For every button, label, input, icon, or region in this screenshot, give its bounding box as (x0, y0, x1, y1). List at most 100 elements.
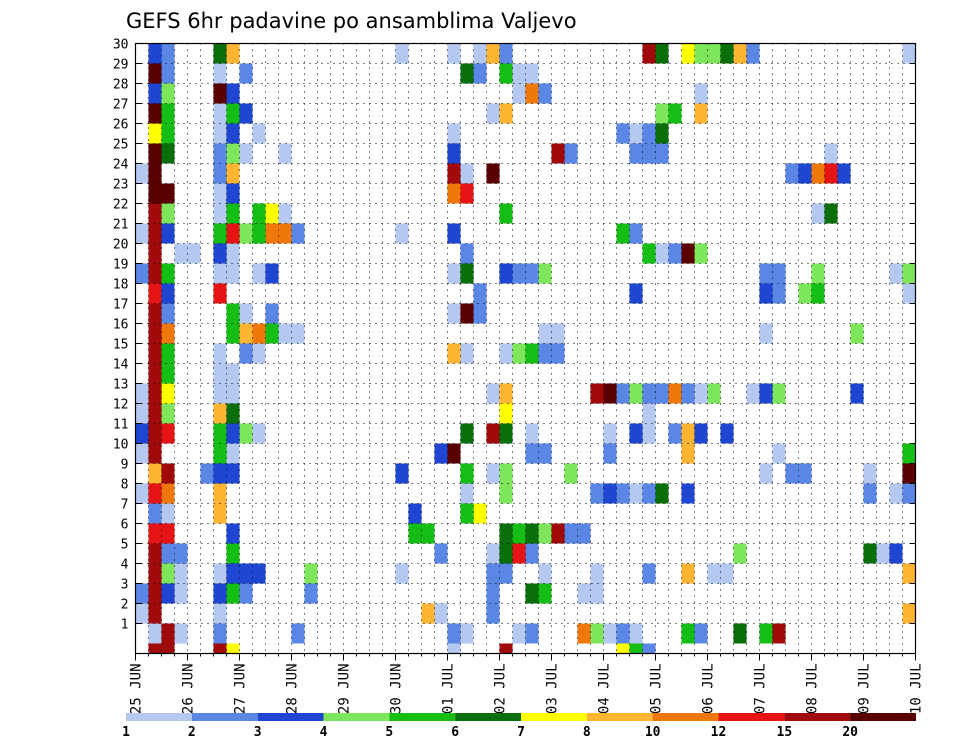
precip-cell (213, 343, 227, 364)
precip-cell (278, 323, 292, 344)
precip-cell (564, 143, 578, 164)
precip-cell (278, 223, 292, 244)
precip-cell (408, 523, 422, 544)
precip-cell (291, 223, 305, 244)
precip-cell (629, 643, 643, 654)
precip-cell (161, 503, 175, 524)
y-tick-label: 16 (113, 318, 129, 333)
precip-cell (486, 103, 500, 124)
precip-cell (226, 243, 240, 264)
precip-cell (499, 483, 513, 504)
x-tick-label: 03 JUL (545, 664, 561, 715)
precip-cell (226, 183, 240, 204)
precip-cell (655, 383, 669, 404)
precip-cell (226, 443, 240, 464)
precip-cell (135, 383, 149, 404)
precip-cell (239, 303, 253, 324)
precip-cell (733, 43, 747, 64)
colorbar-label: 3 (254, 725, 262, 740)
precip-cell (525, 583, 539, 604)
precip-cell (473, 43, 487, 64)
y-tick-label: 7 (121, 498, 129, 513)
precip-cell (772, 283, 786, 304)
precip-cell (447, 123, 461, 144)
precip-cell (525, 83, 539, 104)
precip-cell (486, 463, 500, 484)
precip-cell (148, 523, 162, 544)
precip-cell (213, 83, 227, 104)
colorbar-label: 2 (188, 725, 196, 740)
precip-cell (512, 343, 526, 364)
precip-cell (707, 43, 721, 64)
precip-cell (499, 63, 513, 84)
precip-cell (616, 483, 630, 504)
precip-cell (525, 523, 539, 544)
precip-cell (629, 623, 643, 644)
precip-cell (161, 403, 175, 424)
precip-cell (902, 443, 916, 464)
precip-cell (213, 643, 227, 654)
precip-cell (460, 623, 474, 644)
precip-cell (395, 563, 409, 584)
precip-cell (161, 523, 175, 544)
precip-cell (772, 443, 786, 464)
x-axis: 25 JUN 26 JUN 27 JUN 28 JUN 29 JUN 30 JUN 01 J… (129, 653, 925, 715)
colorbar-swatch (191, 713, 258, 721)
precip-cell (499, 203, 513, 224)
precip-cell (512, 523, 526, 544)
y-tick-label: 1 (121, 618, 129, 633)
precip-cell (252, 343, 266, 364)
colorbar-swatch (455, 713, 521, 721)
precip-cell (291, 323, 305, 344)
precip-cell (512, 543, 526, 564)
precip-cell (720, 563, 734, 584)
precip-cell (226, 323, 240, 344)
y-tick-label: 15 (113, 338, 129, 353)
precip-cell (837, 163, 851, 184)
colorbar-label: 7 (517, 725, 525, 740)
precip-cell (174, 583, 188, 604)
colorbar-label: 5 (385, 725, 393, 740)
precip-cell (252, 223, 266, 244)
precip-cell (564, 523, 578, 544)
precip-cell (499, 523, 513, 544)
precip-cell (499, 463, 513, 484)
precip-cell (148, 343, 162, 364)
precip-cell (681, 443, 695, 464)
precip-cell (694, 103, 708, 124)
precip-cell (213, 403, 227, 424)
colorbar-swatch (718, 713, 785, 721)
colorbar-swatch (652, 713, 719, 721)
precip-cell (226, 463, 240, 484)
precip-cell (148, 403, 162, 424)
precip-cell (213, 263, 227, 284)
precip-cell (525, 443, 539, 464)
precip-cell (603, 483, 617, 504)
precip-cell (902, 43, 916, 64)
precip-cell (707, 563, 721, 584)
precip-cell (148, 423, 162, 444)
precip-cell (161, 363, 175, 384)
precip-cell (161, 383, 175, 404)
y-tick-label: 25 (113, 138, 129, 153)
precip-cell (135, 163, 149, 184)
precip-cell (655, 123, 669, 144)
precip-cell (395, 223, 409, 244)
precip-cell (512, 263, 526, 284)
precip-cell (629, 423, 643, 444)
precip-cell (213, 103, 227, 124)
precip-cell (213, 283, 227, 304)
precip-cell (642, 243, 656, 264)
precip-cell (629, 143, 643, 164)
precip-cell (642, 643, 656, 654)
y-tick-label: 6 (121, 518, 129, 533)
precip-cell (902, 563, 916, 584)
precip-cell (759, 463, 773, 484)
y-tick-label: 26 (113, 118, 129, 133)
precip-cell (213, 223, 227, 244)
colorbar-swatch (389, 713, 456, 721)
precip-cell (148, 203, 162, 224)
precip-cell (174, 563, 188, 584)
precip-cell (239, 323, 253, 344)
